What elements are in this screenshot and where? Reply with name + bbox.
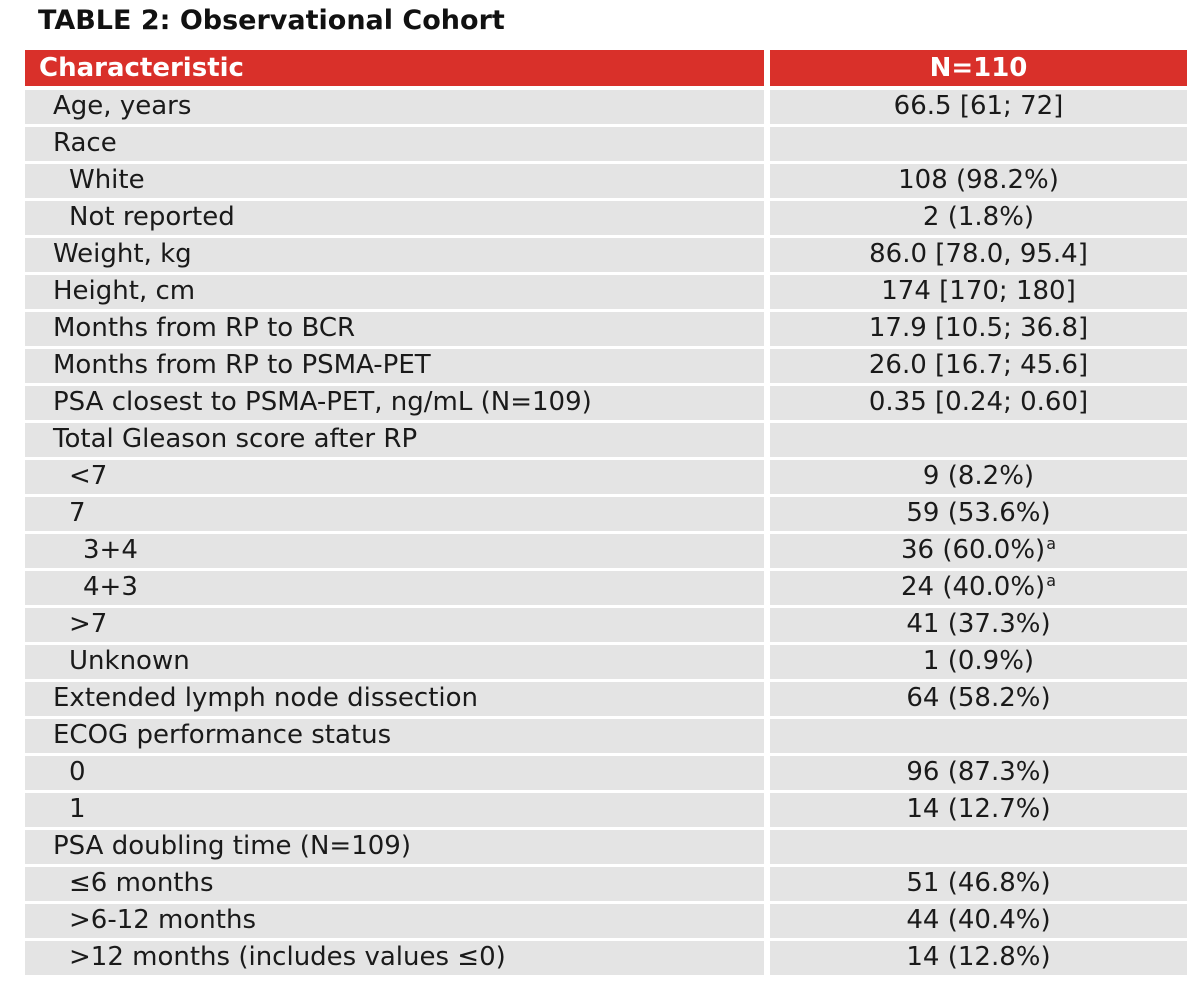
row-label: >7	[25, 608, 764, 642]
table-header: Characteristic N=110	[25, 50, 1187, 86]
row-value-text: 17.9 [10.5; 36.8]	[868, 313, 1089, 343]
table-row: PSA closest to PSMA-PET, ng/mL (N=109) 0…	[25, 386, 1187, 420]
table-body: Age, years 66.5 [61; 72] Race White 108 …	[25, 90, 1187, 978]
row-label: Not reported	[25, 201, 764, 235]
table-row: 0 96 (87.3%)	[25, 756, 1187, 790]
row-value-text: 1 (0.9%)	[922, 646, 1035, 676]
table-row: >7 41 (37.3%)	[25, 608, 1187, 642]
table-row: >12 months (includes values ≤0) 14 (12.8…	[25, 941, 1187, 975]
table-row: White 108 (98.2%)	[25, 164, 1187, 198]
row-value-text: 96 (87.3%)	[906, 757, 1051, 787]
row-label: ≤6 months	[25, 867, 764, 901]
table-row: ECOG performance status	[25, 719, 1187, 753]
row-value-text: 41 (37.3%)	[906, 609, 1051, 639]
row-label: <7	[25, 460, 764, 494]
table-row: 1 14 (12.7%)	[25, 793, 1187, 827]
row-value: 2 (1.8%)	[770, 201, 1187, 235]
row-value-text: 0.35 [0.24; 0.60]	[868, 387, 1089, 417]
row-value-text: 14 (12.7%)	[906, 794, 1051, 824]
row-label: 4+3	[25, 571, 764, 605]
row-value: 24 (40.0%)a	[770, 571, 1187, 605]
row-value-text: 2 (1.8%)	[922, 202, 1035, 232]
table-row: 3+4 36 (60.0%)a	[25, 534, 1187, 568]
row-label: >12 months (includes values ≤0)	[25, 941, 764, 975]
header-n: N=110	[770, 50, 1187, 86]
row-value: 17.9 [10.5; 36.8]	[770, 312, 1187, 346]
table-row: Race	[25, 127, 1187, 161]
row-label: PSA doubling time (N=109)	[25, 830, 764, 864]
row-value	[770, 719, 1187, 753]
row-value: 64 (58.2%)	[770, 682, 1187, 716]
row-label: 0	[25, 756, 764, 790]
row-value: 108 (98.2%)	[770, 164, 1187, 198]
row-value-text: 66.5 [61; 72]	[893, 91, 1064, 121]
row-value: 96 (87.3%)	[770, 756, 1187, 790]
row-value-text: 14 (12.8%)	[906, 942, 1051, 972]
table-row: Unknown 1 (0.9%)	[25, 645, 1187, 679]
row-value: 66.5 [61; 72]	[770, 90, 1187, 124]
footnote-marker: a	[1046, 571, 1057, 590]
row-value-text: 44 (40.4%)	[906, 905, 1051, 935]
row-value-text: 24 (40.0%)	[900, 572, 1046, 602]
row-label: Extended lymph node dissection	[25, 682, 764, 716]
row-value: 0.35 [0.24; 0.60]	[770, 386, 1187, 420]
row-value-text: 51 (46.8%)	[906, 868, 1051, 898]
row-value: 41 (37.3%)	[770, 608, 1187, 642]
table-row: 4+3 24 (40.0%)a	[25, 571, 1187, 605]
row-value-text: 174 [170; 180]	[881, 276, 1076, 306]
row-value-text: 86.0 [78.0, 95.4]	[869, 239, 1088, 269]
row-label: >6-12 months	[25, 904, 764, 938]
row-label: 1	[25, 793, 764, 827]
row-label: 7	[25, 497, 764, 531]
table-row: Not reported 2 (1.8%)	[25, 201, 1187, 235]
row-value: 51 (46.8%)	[770, 867, 1187, 901]
row-label: Race	[25, 127, 764, 161]
row-value-text: 9 (8.2%)	[922, 461, 1035, 491]
row-label: Weight, kg	[25, 238, 764, 272]
table-row: Age, years 66.5 [61; 72]	[25, 90, 1187, 124]
row-value: 44 (40.4%)	[770, 904, 1187, 938]
row-value-text: 36 (60.0%)	[900, 535, 1046, 565]
row-value	[770, 127, 1187, 161]
header-characteristic: Characteristic	[25, 50, 764, 86]
table-row: Total Gleason score after RP	[25, 423, 1187, 457]
row-label: PSA closest to PSMA-PET, ng/mL (N=109)	[25, 386, 764, 420]
table-row: Extended lymph node dissection 64 (58.2%…	[25, 682, 1187, 716]
table-row: <7 9 (8.2%)	[25, 460, 1187, 494]
table-row: PSA doubling time (N=109)	[25, 830, 1187, 864]
row-label: Total Gleason score after RP	[25, 423, 764, 457]
table-row: 7 59 (53.6%)	[25, 497, 1187, 531]
row-value: 1 (0.9%)	[770, 645, 1187, 679]
row-label: Age, years	[25, 90, 764, 124]
row-label: Unknown	[25, 645, 764, 679]
row-value: 9 (8.2%)	[770, 460, 1187, 494]
row-value-text: 26.0 [16.7; 45.6]	[868, 350, 1089, 380]
row-value: 59 (53.6%)	[770, 497, 1187, 531]
table-row: Months from RP to PSMA-PET 26.0 [16.7; 4…	[25, 349, 1187, 383]
row-label: 3+4	[25, 534, 764, 568]
table-row: Months from RP to BCR 17.9 [10.5; 36.8]	[25, 312, 1187, 346]
footnote-marker: a	[1046, 534, 1057, 553]
row-value: 86.0 [78.0, 95.4]	[770, 238, 1187, 272]
row-value: 14 (12.7%)	[770, 793, 1187, 827]
row-label: Months from RP to PSMA-PET	[25, 349, 764, 383]
row-value: 26.0 [16.7; 45.6]	[770, 349, 1187, 383]
row-value: 14 (12.8%)	[770, 941, 1187, 975]
row-label: ECOG performance status	[25, 719, 764, 753]
table-row: Weight, kg 86.0 [78.0, 95.4]	[25, 238, 1187, 272]
row-value-text: 59 (53.6%)	[906, 498, 1051, 528]
row-value: 36 (60.0%)a	[770, 534, 1187, 568]
row-value-text: 64 (58.2%)	[906, 683, 1051, 713]
row-value: 174 [170; 180]	[770, 275, 1187, 309]
table-title: TABLE 2: Observational Cohort	[38, 5, 505, 36]
row-label: Height, cm	[25, 275, 764, 309]
table-row: ≤6 months 51 (46.8%)	[25, 867, 1187, 901]
table-row: >6-12 months 44 (40.4%)	[25, 904, 1187, 938]
row-value	[770, 423, 1187, 457]
row-value-text: 108 (98.2%)	[898, 165, 1059, 195]
row-value	[770, 830, 1187, 864]
row-label: Months from RP to BCR	[25, 312, 764, 346]
row-label: White	[25, 164, 764, 198]
table-row: Height, cm 174 [170; 180]	[25, 275, 1187, 309]
